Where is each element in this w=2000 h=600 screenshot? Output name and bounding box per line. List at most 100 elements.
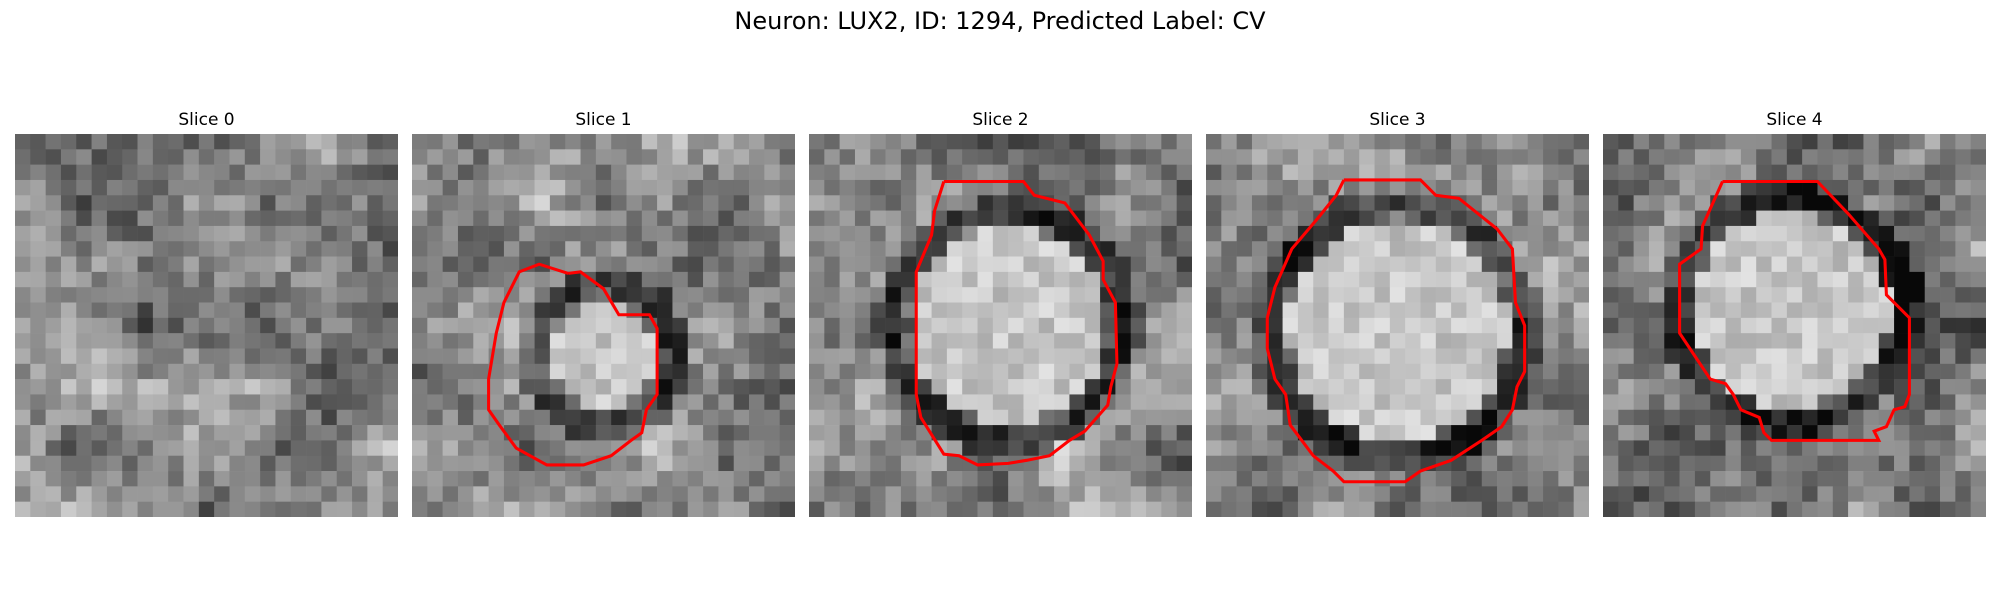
pixel (1817, 134, 1834, 150)
pixel (1848, 333, 1864, 349)
pixel (168, 440, 184, 457)
pixel (1786, 501, 1803, 517)
pixel (1069, 317, 1086, 334)
pixel (1146, 409, 1162, 426)
pixel (764, 287, 780, 303)
pixel (473, 440, 489, 457)
pixel (15, 241, 31, 257)
pixel (1786, 363, 1803, 380)
pixel (1236, 149, 1253, 165)
pixel (1771, 225, 1788, 242)
pixel (1389, 379, 1406, 395)
pixel (1512, 256, 1529, 273)
pixel (260, 486, 276, 502)
pixel (275, 241, 292, 257)
pixel (1038, 210, 1055, 227)
pixel (367, 287, 383, 303)
pixel (1161, 501, 1177, 517)
pixel (442, 379, 459, 395)
pixel (1512, 409, 1529, 426)
pixel (1573, 486, 1589, 502)
pixel (1038, 179, 1055, 196)
pixel (1725, 225, 1742, 242)
pixel (779, 256, 795, 273)
pixel (473, 317, 489, 334)
pixel (1848, 409, 1864, 426)
pixel (1573, 348, 1589, 365)
pixel (488, 179, 505, 196)
pixel (1100, 425, 1116, 441)
pixel (1146, 394, 1162, 411)
pixel (1664, 271, 1680, 288)
pixel (733, 241, 750, 257)
pixel (1740, 179, 1757, 196)
pixel (60, 287, 77, 303)
pixel (352, 225, 368, 242)
pixel (900, 394, 917, 411)
pixel (45, 225, 62, 242)
pixel (1206, 149, 1222, 165)
pixel (1008, 256, 1024, 273)
pixel (1725, 363, 1742, 380)
pixel (764, 210, 780, 227)
pixel (214, 379, 230, 395)
pixel (168, 179, 184, 196)
pixel (1267, 317, 1283, 334)
pixel (749, 241, 765, 257)
pixel (244, 425, 261, 441)
pixel (1023, 471, 1040, 487)
pixel (1343, 317, 1360, 334)
pixel (1038, 287, 1055, 303)
pixel (1115, 471, 1132, 487)
pixel (1389, 302, 1406, 319)
pixel (260, 471, 276, 487)
pixel (1146, 317, 1162, 334)
pixel (1084, 210, 1101, 227)
pixel (152, 425, 169, 441)
pixel (15, 379, 31, 395)
pixel (1648, 149, 1665, 165)
pixel (1008, 225, 1024, 242)
pixel (457, 333, 474, 349)
pixel (1146, 440, 1162, 457)
pixel (1084, 317, 1101, 334)
pixel (1084, 394, 1101, 411)
slice-title: Slice 3 (1369, 110, 1426, 130)
pixel (1435, 363, 1452, 380)
pixel (106, 379, 123, 395)
pixel (45, 241, 62, 257)
pixel (1176, 149, 1192, 165)
pixel (1084, 134, 1101, 150)
pixel (1740, 333, 1757, 349)
pixel (275, 394, 292, 411)
pixel (900, 164, 917, 181)
pixel (1008, 363, 1024, 380)
pixel (1328, 225, 1345, 242)
pixel (1909, 317, 1926, 334)
pixel (1740, 501, 1757, 517)
pixel (122, 241, 138, 257)
pixel (519, 348, 535, 365)
pixel (916, 440, 932, 457)
pixel (137, 333, 154, 349)
pixel (473, 486, 489, 502)
pixel (321, 471, 338, 487)
pixel (1236, 409, 1253, 426)
pixel (122, 164, 138, 181)
pixel (626, 256, 643, 273)
pixel (1648, 225, 1665, 242)
pixel (580, 379, 597, 395)
pixel (152, 225, 169, 242)
pixel (977, 363, 994, 380)
pixel (1603, 134, 1619, 150)
pixel (229, 179, 246, 196)
pixel (1435, 486, 1452, 502)
pixel (503, 455, 520, 472)
pixel (137, 409, 154, 426)
pixel (152, 440, 169, 457)
pixel (931, 287, 948, 303)
pixel (1130, 256, 1147, 273)
pixel (611, 486, 627, 502)
pixel (1573, 210, 1589, 227)
pixel (931, 425, 948, 441)
